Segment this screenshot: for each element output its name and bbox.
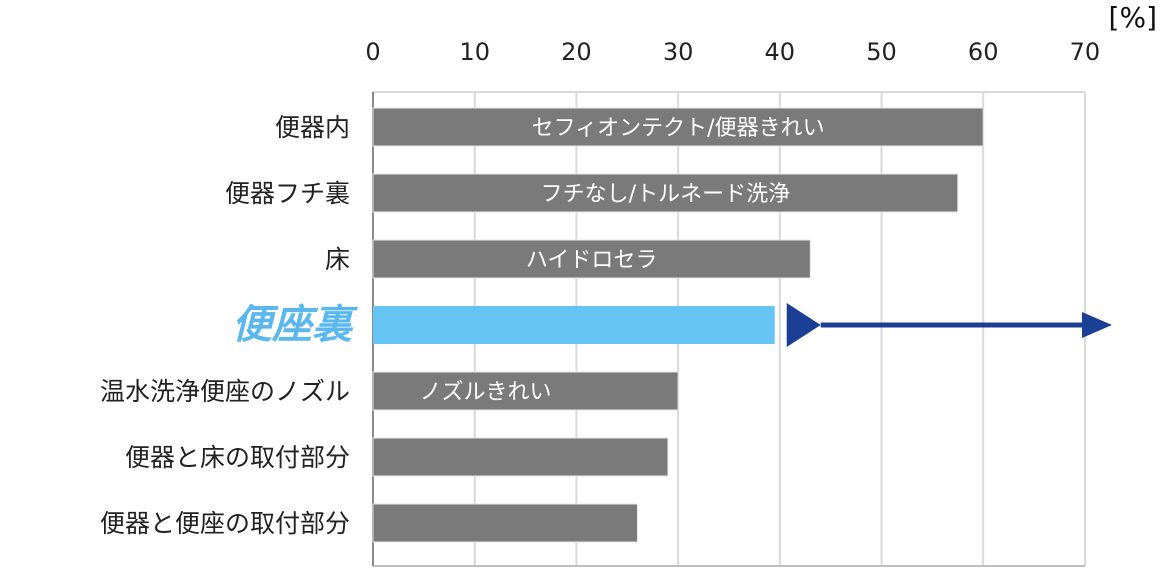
category-label: 便器と便座の取付部分 [100, 509, 350, 538]
bar-label: ノズルきれい [420, 380, 552, 405]
arrow-head-right [1082, 312, 1112, 338]
x-tick-label: 30 [663, 38, 694, 66]
x-tick-labels: 0 10 20 30 40 50 60 70 [365, 38, 1100, 66]
x-tick-label: 60 [968, 38, 999, 66]
grid-lines [372, 91, 1086, 567]
unit-label: [%] [1109, 1, 1157, 34]
bar [372, 503, 638, 543]
x-tick-label: 20 [561, 38, 592, 66]
trend-arrow [786, 303, 1112, 347]
x-tick-label: 40 [765, 38, 796, 66]
bar [372, 173, 959, 213]
category-label: 床 [325, 245, 350, 274]
x-tick-label: 50 [866, 38, 897, 66]
bar-label: ハイドロセラ [526, 248, 658, 273]
x-tick-label: 70 [1070, 38, 1101, 66]
bar-label: セフィオンテクト/便器きれい [532, 116, 825, 141]
bar-label: フチなし/トルネード洗浄 [541, 182, 790, 207]
bar [372, 437, 669, 477]
x-tick-label: 10 [459, 38, 490, 66]
x-tick-label: 0 [365, 38, 380, 66]
bar [372, 239, 811, 279]
category-label: 便器内 [275, 113, 350, 142]
category-labels: 便器内便器フチ裏床便座裏温水洗浄便座のノズル便器と床の取付部分便器と便座の取付部… [100, 113, 358, 538]
bar [372, 107, 984, 147]
category-label: 便器と床の取付部分 [125, 443, 350, 472]
bar [372, 371, 679, 411]
category-label: 温水洗浄便座のノズル [100, 377, 350, 406]
arrow-head-left [786, 303, 821, 347]
category-label: 便器フチ裏 [225, 179, 350, 208]
bar-highlight [373, 306, 775, 344]
category-label-highlight: 便座裏 [232, 302, 358, 348]
